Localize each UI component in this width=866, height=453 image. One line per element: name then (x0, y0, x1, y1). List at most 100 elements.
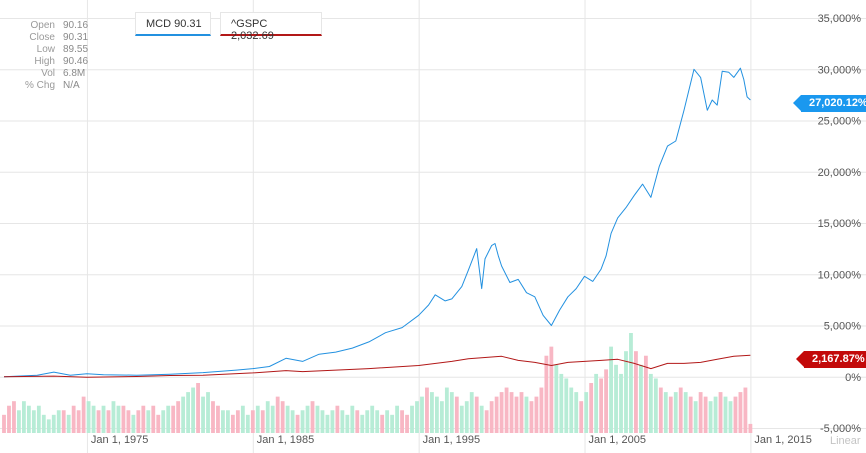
volume-bar-25 (126, 410, 131, 433)
volume-bar-123 (614, 364, 618, 433)
volume-bar-63 (315, 405, 320, 433)
volume-bar-60 (300, 410, 305, 433)
volume-bar-148 (738, 392, 743, 433)
volume-bar-112 (559, 373, 564, 433)
ohlc-row-high: High 90.46 (8, 56, 88, 68)
volume-bars (2, 333, 753, 433)
volume-bar-130 (648, 373, 653, 433)
y-tick-label: 25,000% (818, 116, 862, 128)
volume-bar-51 (255, 405, 260, 433)
volume-bar-137 (683, 392, 688, 433)
volume-bar-13 (66, 414, 71, 433)
volume-bar-75 (375, 410, 380, 433)
volume-bar-97 (484, 410, 489, 433)
legend-mcd[interactable]: MCD 90.31 (135, 12, 211, 36)
volume-bar-39 (196, 383, 200, 433)
volume-bar-87 (434, 396, 439, 433)
ohlc-label: High (34, 56, 55, 67)
x-tick-label: Jan 1, 1995 (423, 434, 481, 446)
volume-bar-29 (146, 410, 151, 433)
volume-bar-37 (186, 392, 191, 433)
volume-bar-115 (574, 392, 579, 433)
volume-bar-82 (410, 405, 414, 433)
volume-bar-42 (211, 401, 215, 433)
volume-bar-114 (569, 387, 574, 433)
volume-bar-61 (305, 405, 310, 433)
volume-bar-119 (594, 373, 599, 433)
volume-bar-9 (46, 419, 51, 433)
volume-bar-46 (230, 414, 235, 433)
volume-bar-44 (221, 410, 225, 433)
volume-bar-32 (161, 410, 166, 433)
volume-bar-85 (425, 387, 429, 433)
ohlc-row-vol: Vol 6.8M (8, 68, 88, 80)
volume-bar-22 (111, 401, 116, 433)
volume-bar-93 (464, 401, 469, 433)
volume-bar-100 (499, 392, 504, 433)
ohlc-label: % Chg (24, 80, 55, 91)
volume-bar-16 (81, 396, 86, 433)
volume-bar-23 (116, 405, 121, 433)
y-tick-label: 5,000% (824, 321, 862, 333)
volume-bar-4 (21, 401, 26, 433)
volume-bar-7 (36, 405, 41, 433)
y-tick-label: -5,000% (820, 423, 861, 435)
volume-bar-96 (479, 405, 484, 433)
volume-bar-34 (171, 405, 176, 433)
volume-bar-110 (549, 346, 554, 433)
volume-bar-1 (7, 405, 11, 433)
volume-bar-20 (101, 405, 106, 433)
volume-bar-79 (395, 405, 400, 433)
mcd-badge-label: 27,020.12% (809, 97, 866, 109)
ohlc-label: Low (36, 44, 55, 55)
volume-bar-80 (400, 410, 404, 433)
volume-bar-111 (554, 364, 559, 433)
volume-bar-124 (619, 373, 623, 433)
ohlc-value: 90.31 (63, 32, 89, 43)
series-lines (3, 67, 751, 378)
volume-bar-122 (609, 346, 613, 433)
volume-bar-3 (17, 410, 21, 433)
volume-bar-131 (653, 378, 658, 433)
scale-toggle[interactable]: Linear (830, 435, 861, 447)
y-tick-label: 30,000% (818, 64, 862, 76)
volume-bar-106 (529, 401, 534, 433)
volume-bar-92 (459, 405, 464, 433)
volume-bar-136 (678, 387, 683, 433)
volume-bar-140 (698, 392, 703, 433)
volume-bar-52 (260, 410, 265, 433)
volume-bar-138 (688, 396, 693, 433)
volume-bar-88 (439, 401, 444, 433)
ohlc-row-chg: % Chg N/A (8, 80, 88, 92)
ohlc-row-open: Open 90.16 (8, 20, 89, 32)
ohlc-value: 89.55 (63, 44, 89, 55)
volume-bar-83 (415, 401, 419, 433)
volume-bar-17 (86, 401, 91, 433)
volume-bar-129 (643, 355, 648, 433)
volume-bar-64 (320, 410, 325, 433)
volume-bar-77 (385, 410, 390, 433)
volume-bar-118 (589, 383, 594, 433)
volume-bar-78 (390, 414, 395, 433)
volume-bar-144 (718, 392, 723, 433)
volume-bar-89 (444, 387, 449, 433)
volume-bar-103 (514, 396, 519, 433)
volume-bar-149 (743, 387, 748, 433)
volume-bar-15 (76, 410, 81, 433)
volume-bar-6 (31, 410, 36, 433)
mcd-value-badge: 27,020.12% (793, 95, 866, 112)
x-tick-label: Jan 1, 1975 (91, 434, 148, 446)
legend-gspc[interactable]: ^GSPC 2,032.69 (220, 12, 322, 42)
volume-bar-5 (26, 405, 31, 433)
volume-bar-101 (504, 387, 509, 433)
volume-bar-109 (544, 355, 549, 433)
volume-bar-125 (624, 351, 628, 433)
volume-bar-150 (748, 423, 753, 433)
volume-bar-116 (579, 401, 584, 433)
volume-bar-142 (708, 401, 713, 433)
volume-bar-108 (539, 387, 544, 433)
volume-bar-94 (469, 392, 474, 433)
x-tick-label: Jan 1, 1985 (257, 434, 315, 446)
gspc-badge-label: 2,167.87% (812, 353, 865, 365)
